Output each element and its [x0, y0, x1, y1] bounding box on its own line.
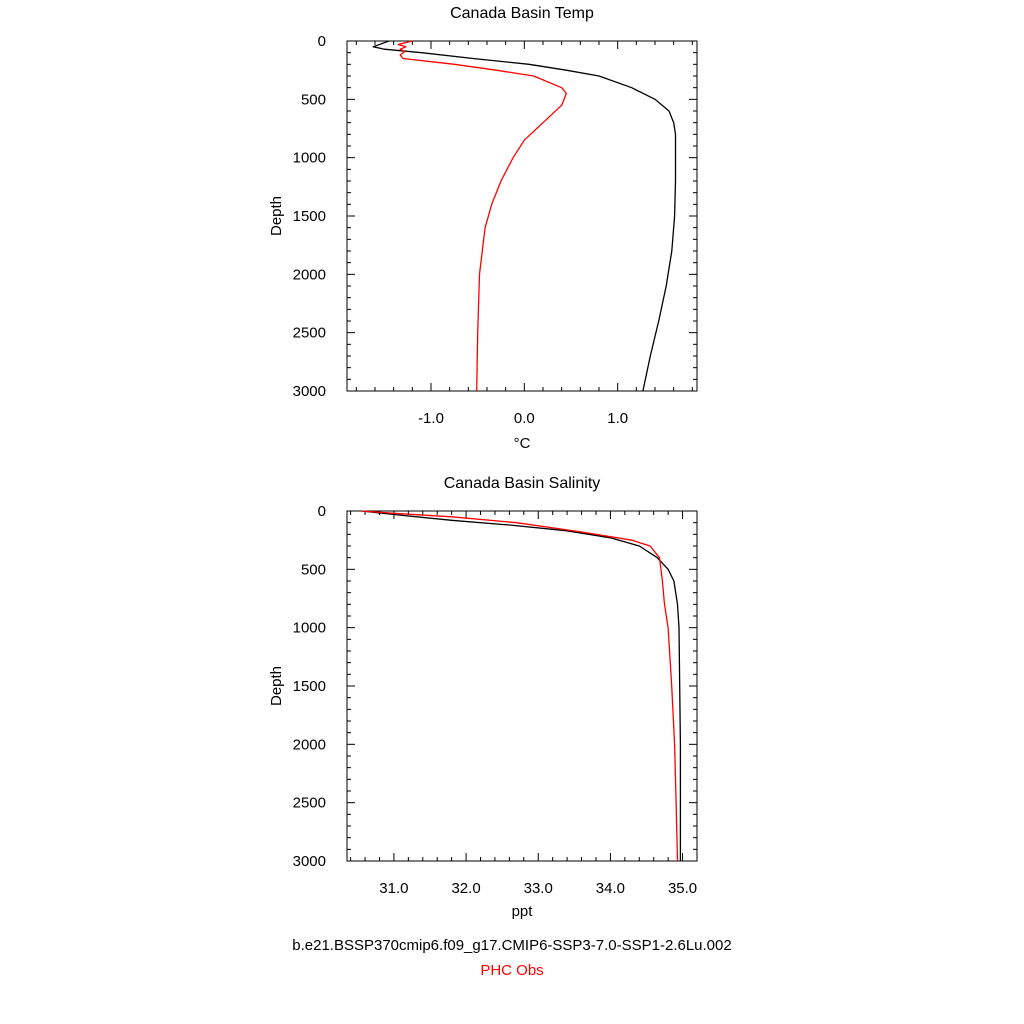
temp-y-tick-label: 2500: [293, 325, 326, 342]
temp-y-tick-label: 500: [301, 91, 326, 108]
salinity-x-tick-label: 34.0: [596, 880, 625, 897]
salinity-y-tick-label: 0: [318, 503, 326, 520]
salinity-y-axis-label: Depth: [268, 666, 285, 706]
salinity-y-tick-label: 3000: [293, 853, 326, 870]
temp-y-tick-label: 3000: [293, 383, 326, 400]
salinity-series-model-line: [361, 510, 682, 861]
salinity-panel: Canada Basin Salinity ppt Depth 0 500 1000…: [268, 475, 698, 920]
temp-y-tick-label: 0: [318, 33, 326, 50]
salinity-y-tick-label: 1000: [293, 620, 326, 637]
salinity-y-tick-label: 1500: [293, 678, 326, 695]
salinity-y-tick-label: 500: [301, 561, 326, 578]
salinity-x-tick-label: 35.0: [668, 880, 697, 897]
salinity-y-tick-label: 2500: [293, 795, 326, 812]
temp-x-axis-label: °C: [514, 435, 531, 452]
temp-chart-title: Canada Basin Temp: [450, 5, 594, 22]
salinity-y-tick-label: 2000: [293, 736, 326, 753]
temp-y-tick-label: 1000: [293, 150, 326, 167]
legend-model-label: b.e21.BSSP370cmip6.f09_g17.CMIP6-SSP3-7.…: [292, 937, 732, 954]
salinity-x-axis-label: ppt: [512, 903, 534, 920]
salinity-x-tick-label: 32.0: [451, 880, 480, 897]
temp-y-axis-label: Depth: [268, 196, 285, 236]
salinity-chart-title: Canada Basin Salinity: [444, 475, 601, 492]
salinity-x-tick-label: 33.0: [524, 880, 553, 897]
temp-x-tick-label: 0.0: [514, 410, 535, 427]
legend-obs-label: PHC Obs: [480, 962, 544, 979]
temp-x-tick-label: -1.0: [418, 410, 444, 427]
temp-series-obs-line: [397, 40, 567, 392]
salinity-series-obs-line: [361, 510, 679, 862]
temp-series-model-line: [372, 40, 677, 392]
salinity-plot-frame: [346, 510, 698, 862]
temp-panel: Canada Basin Temp °C Depth 0 500 1000 1500 2…: [268, 5, 698, 452]
temp-y-tick-label: 1500: [293, 208, 326, 225]
salinity-x-tick-label: 31.0: [379, 880, 408, 897]
temp-x-tick-label: 1.0: [607, 410, 628, 427]
temp-y-tick-label: 2000: [293, 266, 326, 283]
